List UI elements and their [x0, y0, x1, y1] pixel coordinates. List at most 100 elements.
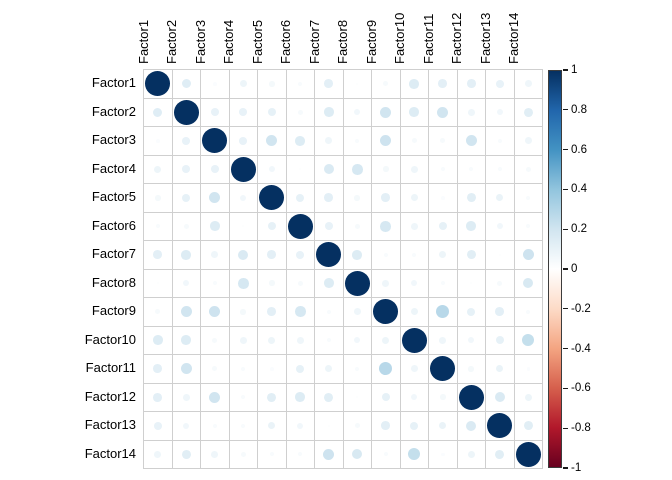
correlation-circle	[440, 167, 445, 172]
matrix-cell	[457, 298, 486, 327]
matrix-cell	[229, 298, 258, 327]
matrix-cell	[144, 383, 173, 412]
correlation-circle	[439, 422, 447, 430]
matrix-cell	[229, 355, 258, 384]
matrix-cell	[201, 440, 230, 469]
matrix-cell	[343, 212, 372, 241]
row-label: Factor6	[91, 217, 136, 233]
matrix-cell	[514, 440, 543, 469]
correlation-circle	[401, 327, 427, 353]
correlation-circle	[240, 194, 247, 201]
correlation-circle	[524, 393, 532, 401]
colorbar-tick-label: 0.6	[571, 143, 587, 156]
matrix-cell	[201, 326, 230, 355]
correlation-circle	[294, 306, 306, 317]
matrix-cell	[429, 184, 458, 213]
matrix-cell	[514, 184, 543, 213]
matrix-cell	[343, 298, 372, 327]
matrix-cell	[315, 383, 344, 412]
colorbar-tick-label: 0	[571, 263, 578, 275]
matrix-cell	[315, 212, 344, 241]
matrix-cell	[514, 298, 543, 327]
correlation-circle	[467, 108, 475, 116]
matrix-cell	[343, 269, 372, 298]
correlation-circle	[526, 224, 531, 229]
correlation-circle	[458, 384, 484, 410]
matrix-cell	[372, 298, 401, 327]
colorbar-tick	[563, 69, 568, 71]
matrix-cell	[286, 155, 315, 184]
matrix-cell	[372, 184, 401, 213]
correlation-circle	[153, 421, 162, 430]
matrix-cell	[144, 241, 173, 270]
matrix-cell	[486, 184, 515, 213]
correlation-circle	[210, 165, 219, 174]
correlation-circle	[354, 223, 360, 229]
matrix-cell	[172, 155, 201, 184]
matrix-cell	[400, 269, 429, 298]
matrix-cell	[172, 241, 201, 270]
correlation-circle	[145, 71, 171, 97]
matrix-cell	[229, 412, 258, 441]
matrix-cell	[429, 127, 458, 156]
correlation-circle	[211, 251, 219, 259]
matrix-cell	[372, 440, 401, 469]
correlation-circle	[495, 449, 505, 459]
column-label: Factor8	[335, 19, 351, 64]
correlation-circle	[411, 394, 418, 401]
correlation-circle	[152, 335, 163, 346]
matrix-cell	[514, 383, 543, 412]
matrix-cell	[514, 241, 543, 270]
matrix-cell	[315, 412, 344, 441]
correlation-circle	[269, 452, 274, 457]
correlation-circle	[495, 307, 505, 317]
correlation-circle	[211, 450, 219, 458]
matrix-cell	[172, 212, 201, 241]
correlation-circle	[440, 138, 446, 144]
matrix-cell	[514, 326, 543, 355]
correlation-circle	[495, 79, 504, 88]
matrix-cell	[201, 383, 230, 412]
correlation-circle	[466, 79, 476, 89]
correlation-circle	[267, 250, 277, 260]
matrix-cell	[172, 98, 201, 127]
matrix-cell	[457, 440, 486, 469]
matrix-cell	[429, 383, 458, 412]
matrix-cell	[286, 355, 315, 384]
matrix-cell	[229, 184, 258, 213]
matrix-cell	[315, 98, 344, 127]
correlation-circle	[526, 195, 531, 200]
matrix-cell	[258, 241, 287, 270]
matrix-cell	[201, 155, 230, 184]
matrix-cell	[201, 184, 230, 213]
correlation-circle	[380, 220, 391, 232]
correlation-circle	[439, 336, 447, 344]
correlation-circle	[437, 106, 449, 118]
matrix-cell	[286, 70, 315, 99]
colorbar-tick-label: 0.8	[571, 103, 587, 116]
correlation-circle	[181, 449, 191, 459]
correlation-circle	[295, 135, 306, 146]
correlation-circle	[239, 108, 248, 117]
correlation-circle	[383, 252, 388, 257]
correlation-circle	[324, 79, 334, 89]
matrix-cell	[486, 269, 515, 298]
row-label: Factor14	[84, 445, 136, 461]
matrix-cell	[457, 269, 486, 298]
correlation-circle	[270, 367, 274, 371]
matrix-cell	[514, 412, 543, 441]
correlation-circle	[497, 280, 503, 286]
correlation-circle	[325, 365, 333, 373]
matrix-cell	[343, 184, 372, 213]
matrix-cell	[229, 440, 258, 469]
matrix-cell	[457, 326, 486, 355]
matrix-cell	[372, 241, 401, 270]
matrix-cell	[258, 298, 287, 327]
correlation-circle	[239, 336, 247, 344]
correlation-circle	[441, 196, 445, 200]
correlation-circle	[523, 421, 533, 431]
correlation-circle	[240, 308, 247, 315]
correlation-circle	[267, 222, 276, 231]
colorbar-tick-label: -0.2	[571, 302, 591, 315]
correlation-circle	[412, 252, 417, 257]
